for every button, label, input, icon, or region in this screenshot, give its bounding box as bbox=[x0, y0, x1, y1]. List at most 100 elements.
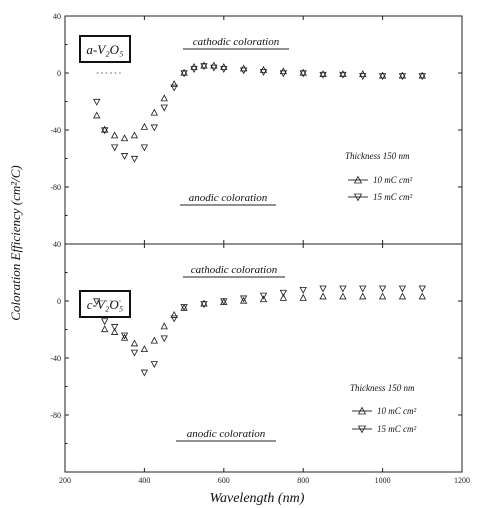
data-point bbox=[220, 66, 228, 73]
legend-title: Thickness 150 nm bbox=[350, 383, 415, 393]
legend-marker-triangle-up bbox=[357, 406, 367, 415]
data-point bbox=[319, 70, 327, 78]
legend-entry-10: 10 mC cm² bbox=[352, 406, 416, 416]
y-axis-label: Coloration Efficiency (cm²/C) bbox=[8, 165, 23, 321]
data-point bbox=[418, 71, 426, 79]
legend-entry-15: 15 mC cm² bbox=[348, 192, 412, 202]
data-point bbox=[259, 295, 268, 303]
x-tick-label: 1000 bbox=[375, 476, 391, 485]
cathodic-annotation: cathodic coloration bbox=[191, 264, 278, 276]
data-point bbox=[180, 70, 188, 78]
y-tick-label: 0 bbox=[57, 297, 61, 306]
data-point bbox=[130, 155, 139, 163]
data-point bbox=[200, 63, 208, 71]
data-point bbox=[359, 285, 367, 293]
x-tick-label: 600 bbox=[218, 476, 230, 485]
x-tick-label: 200 bbox=[59, 476, 71, 485]
data-point bbox=[359, 73, 367, 81]
data-point bbox=[279, 293, 288, 301]
data-point bbox=[299, 293, 307, 301]
data-point bbox=[150, 124, 158, 132]
data-point bbox=[190, 66, 198, 73]
legend-label: 15 mC cm² bbox=[373, 192, 412, 202]
panel-label: c-V₂O₅ bbox=[87, 297, 123, 312]
data-point bbox=[200, 299, 208, 307]
panel-label-box bbox=[79, 290, 131, 318]
data-point bbox=[170, 80, 178, 87]
panel-label: a-V₂O₅ bbox=[86, 42, 123, 57]
data-point bbox=[170, 84, 178, 92]
y-tick-label: -40 bbox=[50, 126, 61, 135]
data-point bbox=[418, 292, 426, 300]
series-triangle-up bbox=[93, 61, 426, 142]
data-point bbox=[130, 131, 139, 139]
series-triangle-down bbox=[93, 63, 426, 163]
data-point bbox=[160, 94, 168, 102]
data-point bbox=[398, 73, 407, 81]
data-point bbox=[299, 70, 307, 78]
legend-title: Thickness 150 nm bbox=[345, 151, 410, 161]
data-point bbox=[378, 71, 387, 79]
data-point bbox=[279, 289, 288, 297]
data-point bbox=[359, 292, 367, 300]
data-point bbox=[120, 333, 129, 341]
data-point bbox=[378, 73, 387, 81]
data-point bbox=[259, 68, 268, 76]
data-point bbox=[239, 296, 248, 304]
data-point bbox=[160, 322, 168, 330]
data-point bbox=[101, 125, 109, 133]
data-point bbox=[319, 292, 327, 300]
y-tick-label: -80 bbox=[50, 411, 61, 420]
cathodic-annotation: cathodic coloration bbox=[193, 36, 280, 48]
x-axis-label: Wavelength (nm) bbox=[210, 491, 305, 506]
legend-label: 10 mC cm² bbox=[373, 175, 412, 185]
legend-label: 10 mC cm² bbox=[377, 406, 416, 416]
x-tick-label: 400 bbox=[138, 476, 150, 485]
data-point bbox=[418, 73, 426, 81]
data-point bbox=[398, 292, 407, 300]
data-point bbox=[101, 127, 109, 135]
data-point bbox=[418, 285, 426, 293]
data-point bbox=[398, 285, 407, 293]
legend-marker-triangle-up bbox=[353, 175, 363, 184]
data-point bbox=[120, 332, 129, 340]
data-point bbox=[220, 298, 228, 306]
panel-label-box bbox=[79, 35, 131, 63]
data-point bbox=[339, 70, 347, 78]
data-point bbox=[279, 70, 288, 78]
data-point bbox=[299, 68, 307, 76]
data-point bbox=[120, 134, 129, 142]
data-point bbox=[339, 71, 347, 79]
series-triangle-down bbox=[93, 285, 426, 377]
data-point bbox=[180, 304, 188, 311]
data-point bbox=[101, 325, 109, 333]
data-point bbox=[150, 108, 158, 116]
data-point bbox=[180, 68, 188, 76]
data-point bbox=[150, 336, 158, 344]
data-point bbox=[140, 122, 149, 130]
data-point bbox=[170, 315, 178, 323]
legend-marker-triangle-down bbox=[353, 193, 363, 202]
data-point bbox=[398, 71, 407, 79]
data-point bbox=[130, 349, 139, 357]
data-point bbox=[200, 301, 208, 309]
data-point bbox=[93, 298, 101, 306]
data-point bbox=[210, 64, 218, 72]
y-tick-label: 40 bbox=[53, 240, 61, 249]
legend-marker-triangle-down bbox=[357, 425, 367, 434]
legend-label: 15 mC cm² bbox=[377, 424, 416, 434]
anodic-annotation: anodic coloration bbox=[189, 192, 268, 204]
y-tick-label: -40 bbox=[50, 354, 61, 363]
series-triangle-up bbox=[101, 292, 426, 353]
y-tick-label: 40 bbox=[53, 12, 61, 21]
y-tick-label: 0 bbox=[57, 69, 61, 78]
data-point bbox=[239, 67, 248, 75]
data-point bbox=[339, 292, 347, 300]
data-point bbox=[170, 311, 178, 318]
data-point bbox=[160, 104, 168, 112]
y-tick-label: -80 bbox=[50, 183, 61, 192]
x-tick-label: 1200 bbox=[454, 476, 470, 485]
plot-frame bbox=[64, 15, 463, 245]
legend-entry-15: 15 mC cm² bbox=[352, 424, 416, 434]
